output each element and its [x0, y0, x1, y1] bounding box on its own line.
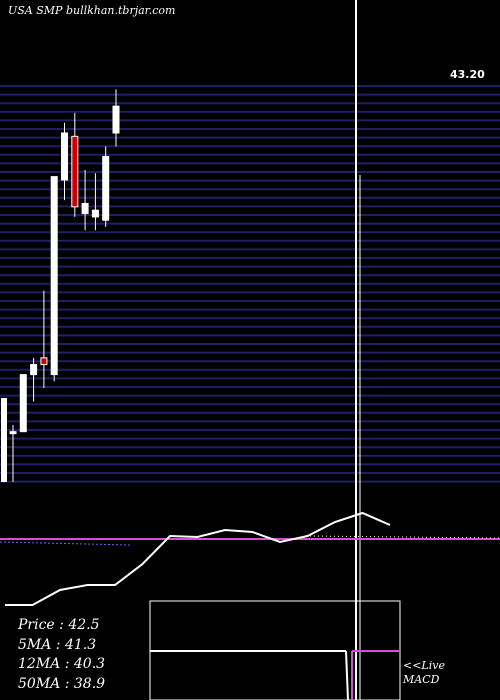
- ma50-row: 50MA : 38.9: [18, 675, 106, 692]
- candle: [50, 176, 58, 382]
- moving-average-band: [0, 535, 500, 546]
- candle-body: [30, 364, 38, 376]
- candle-body: [19, 374, 27, 433]
- top-price-label: 43.20: [450, 68, 485, 81]
- candle-body: [61, 132, 68, 181]
- candle: [30, 357, 38, 402]
- ma12-row: 12MA : 40.3: [18, 656, 106, 672]
- ma12-value: 40.3: [73, 656, 106, 672]
- candle: [40, 290, 48, 389]
- price-row: Price : 42.5: [18, 617, 100, 633]
- candle: [91, 173, 99, 231]
- candle: [9, 424, 17, 482]
- candle: [112, 89, 120, 147]
- candlestick-series: [9, 89, 120, 482]
- candle-body: [102, 155, 110, 221]
- price-value: 42.5: [68, 617, 100, 633]
- candle: [19, 374, 27, 433]
- candle-body: [40, 357, 48, 366]
- site-watermark: USA SMP bullkhan.tbrjar.com: [8, 4, 176, 17]
- candle: [81, 169, 89, 231]
- stats-panel: Price : 42.5 5MA : 41.3 12MA : 40.3 50MA…: [18, 616, 105, 694]
- macd-panel: [149, 600, 401, 700]
- candle-body: [9, 431, 17, 435]
- live-macd-label: <<Live MACD: [403, 659, 445, 687]
- candle-body: [71, 135, 79, 208]
- macd-label: MACD: [403, 673, 440, 686]
- candle: [71, 112, 79, 217]
- candle: [61, 122, 68, 201]
- indicator-line: [5, 511, 391, 606]
- candle-body: [91, 209, 99, 218]
- ma5-row: 5MA : 41.3: [18, 636, 97, 653]
- candle-body: [81, 202, 89, 215]
- candle-body: [50, 176, 58, 376]
- ma5-value: 41.3: [64, 636, 97, 653]
- price-gridlines: [0, 85, 500, 483]
- candle: [102, 146, 110, 227]
- live-label: <<Live: [403, 659, 445, 672]
- candle-body: [112, 105, 120, 134]
- ma50-value: 38.9: [73, 675, 106, 692]
